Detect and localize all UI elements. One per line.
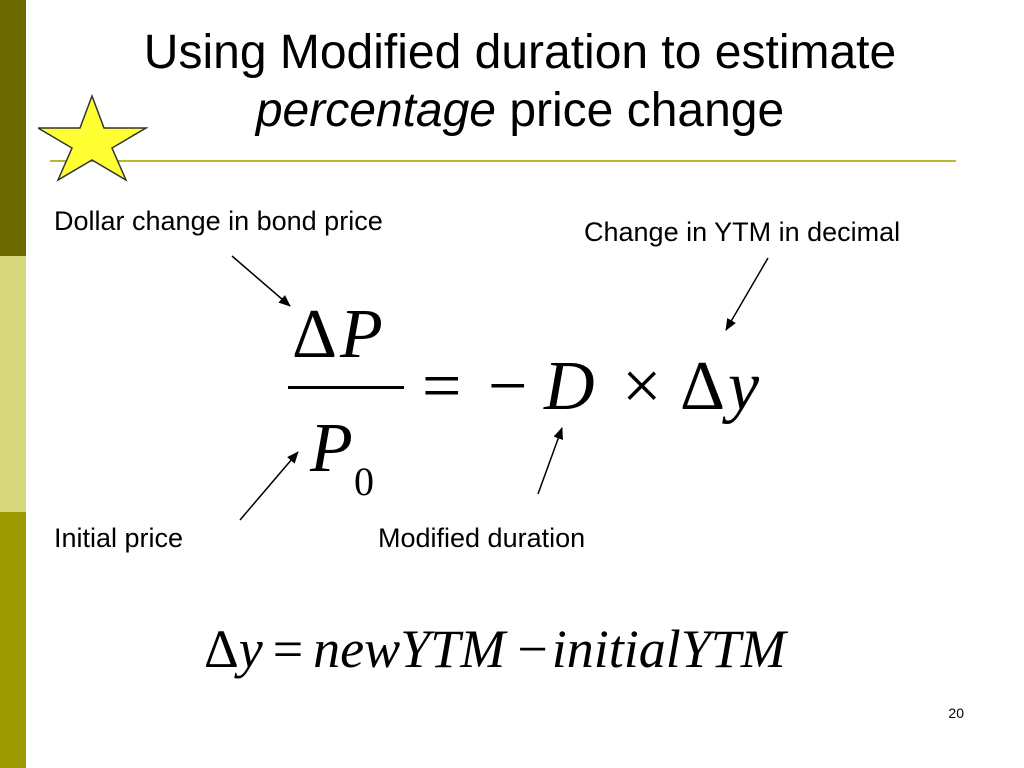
page-number: 20 xyxy=(948,705,964,721)
label-ytm-change: Change in YTM in decimal xyxy=(584,217,901,247)
denominator-subscript: 0 xyxy=(354,459,374,504)
minus-sign: − xyxy=(488,348,528,425)
formula-delta-y: Δy = newYTM −initialYTM xyxy=(204,622,786,676)
title-underline xyxy=(50,160,956,162)
numerator-delta: Δ xyxy=(292,296,338,373)
new-ytm: newYTM xyxy=(313,619,506,679)
slide-title: Using Modified duration to estimate perc… xyxy=(40,24,1000,140)
label-modified-duration: Modified duration xyxy=(378,523,586,553)
delta-y-equals: = xyxy=(272,619,304,679)
sidebar-band-top xyxy=(0,0,26,256)
label-dollar-change: Dollar change in bond price xyxy=(54,206,383,236)
delta-symbol: Δ xyxy=(680,348,726,425)
sidebar-accent xyxy=(0,0,26,768)
times-sign: × xyxy=(622,348,662,425)
delta-y-y: y xyxy=(238,619,263,679)
delta-y-delta: Δ xyxy=(204,619,239,679)
sidebar-band-bottom xyxy=(0,512,26,768)
initial-ytm: initialYTM xyxy=(551,619,786,679)
arrow-to-d xyxy=(537,427,563,495)
title-emphasis: percentage xyxy=(255,84,496,137)
denominator-p: P xyxy=(310,410,353,487)
arrow-to-p0 xyxy=(239,451,299,521)
arrow-to-delta-p xyxy=(231,255,291,307)
equals-sign: = xyxy=(422,348,462,425)
sidebar-band-middle xyxy=(0,256,26,512)
delta-y-minus: − xyxy=(517,619,548,679)
title-line-2: percentage price change xyxy=(40,82,1000,140)
duration-d: D xyxy=(544,348,595,425)
numerator-p: P xyxy=(340,296,383,373)
title-line-1: Using Modified duration to estimate xyxy=(143,26,897,79)
label-initial-price: Initial price xyxy=(54,523,184,553)
arrow-to-delta-y xyxy=(725,257,769,331)
fraction-bar xyxy=(288,386,404,389)
star-icon xyxy=(38,93,148,182)
yield-y: y xyxy=(728,348,760,425)
title-rest: price change xyxy=(496,84,785,137)
